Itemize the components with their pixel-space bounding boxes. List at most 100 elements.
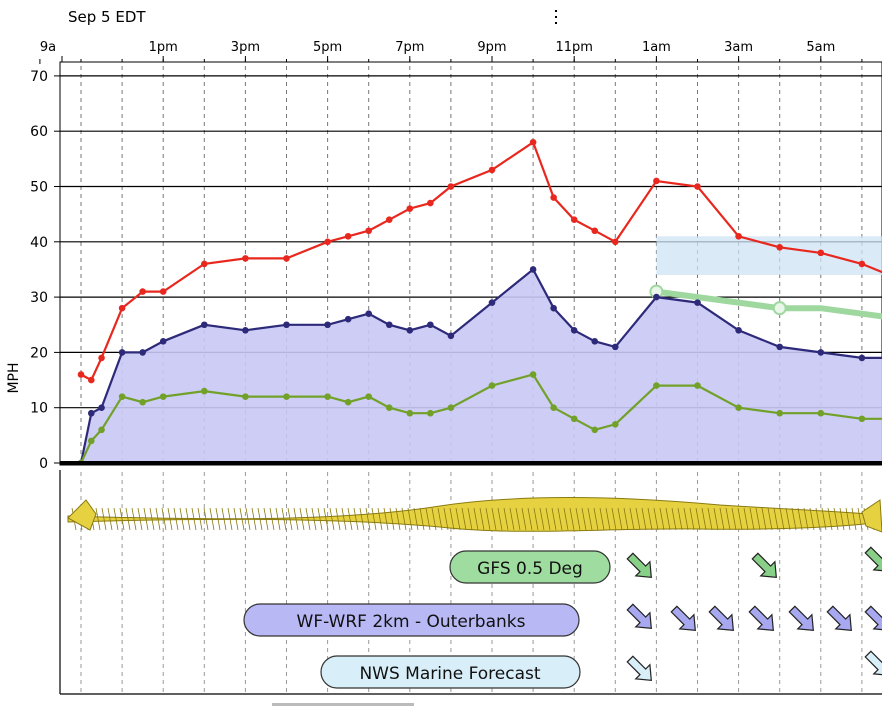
- direction-ribbon-tick: [647, 507, 653, 531]
- direction-ribbon-tick: [323, 507, 329, 531]
- direction-ribbon-tick: [137, 507, 143, 531]
- avg-point: [87, 409, 95, 417]
- direction-ribbon-end-icon: [861, 499, 882, 533]
- gust-point: [344, 232, 352, 240]
- wrf-direction-arrow-icon: [670, 605, 696, 631]
- x-tick-label: 5am: [806, 40, 835, 55]
- gust-point: [488, 166, 496, 174]
- wrf-direction-arrow-icon: [864, 605, 882, 631]
- gust-point: [385, 216, 393, 223]
- gust-point: [139, 288, 146, 295]
- direction-ribbon-tick: [251, 507, 257, 531]
- lull-point: [653, 382, 660, 389]
- direction-ribbon-tick: [485, 507, 491, 531]
- direction-ribbon-tick: [743, 507, 749, 531]
- direction-ribbon-tick: [599, 507, 605, 531]
- x-tick-label: 9a: [40, 40, 56, 55]
- lull-point: [427, 409, 434, 417]
- direction-ribbon-tick: [419, 507, 425, 531]
- direction-ribbon-tick: [377, 507, 383, 531]
- gust-point: [242, 255, 249, 262]
- avg-point: [529, 266, 537, 273]
- y-tick-label: 70: [30, 69, 48, 85]
- direction-ribbon-tick: [695, 507, 701, 531]
- gust-point: [87, 376, 95, 384]
- gust-point: [118, 304, 126, 312]
- gust-point: [612, 238, 619, 246]
- direction-ribbon-tick: [149, 507, 155, 531]
- direction-ribbon-tick: [503, 507, 509, 531]
- wrf-direction-arrow-icon: [826, 605, 852, 631]
- direction-ribbon-tick: [557, 507, 563, 531]
- direction-ribbon-tick: [707, 507, 713, 531]
- direction-ribbon-tick: [107, 507, 113, 531]
- y-tick-label: 10: [30, 401, 48, 417]
- direction-ribbon-tick: [773, 507, 779, 531]
- gfs-direction-arrow-icon: [626, 552, 652, 578]
- direction-ribbon-tick: [125, 507, 131, 531]
- model-label-nws[interactable]: NWS Marine Forecast: [320, 655, 581, 689]
- lull-point: [87, 437, 95, 445]
- direction-ribbon-tick: [521, 507, 527, 531]
- direction-ribbon-tick: [605, 507, 611, 531]
- lull-point: [858, 415, 866, 423]
- gfs-direction-arrow-icon: [864, 546, 882, 572]
- direction-ribbon-tick: [299, 507, 305, 531]
- y-tick-label: 30: [30, 290, 48, 306]
- avg-point: [283, 321, 290, 329]
- direction-ribbon-tick: [191, 507, 197, 531]
- avg-point: [139, 349, 146, 356]
- lull-point: [324, 393, 331, 400]
- direction-ribbon-tick: [845, 507, 851, 531]
- direction-ribbon-tick: [689, 507, 695, 531]
- model-label-wrf[interactable]: WF-WRF 2km - Outerbanks: [243, 603, 580, 637]
- model-label-gfs[interactable]: GFS 0.5 Deg: [449, 550, 611, 584]
- direction-ribbon-tick: [221, 507, 227, 531]
- gust-point: [653, 177, 660, 185]
- x-tick-label: 1am: [642, 40, 671, 55]
- direction-ribbon-tick: [821, 507, 827, 531]
- direction-ribbon-tick: [725, 507, 731, 531]
- gust-point: [858, 260, 866, 268]
- nws-forecast-band: [656, 236, 882, 275]
- lull-point: [283, 393, 290, 400]
- nws-direction-arrow-icon: [626, 655, 652, 681]
- lull-point: [612, 420, 619, 428]
- direction-ribbon-tick: [449, 507, 455, 531]
- lull-point: [776, 409, 783, 417]
- direction-ribbon-tick: [215, 507, 221, 531]
- x-tick-label: 3am: [724, 40, 753, 55]
- direction-ribbon-tick: [839, 507, 845, 531]
- direction-ribbon-tick: [755, 507, 761, 531]
- direction-ribbon-tick: [629, 507, 635, 531]
- direction-ribbon-tick: [353, 507, 359, 531]
- direction-ribbon-tick: [209, 507, 215, 531]
- avg-point: [447, 332, 455, 340]
- direction-ribbon-tick: [611, 507, 617, 531]
- direction-ribbon-tick: [305, 507, 311, 531]
- gust-point: [550, 194, 557, 201]
- time-scrollbar[interactable]: [272, 703, 414, 706]
- gust-point: [324, 238, 331, 246]
- direction-ribbon-tick: [653, 507, 659, 531]
- y-axis: 0 10 20 30 40 50 60 70: [30, 69, 60, 472]
- direction-ribbon-tick: [341, 507, 347, 531]
- gust-point: [159, 288, 167, 295]
- gfs-forecast-point: [772, 301, 787, 316]
- direction-ribbon-tick: [683, 507, 689, 531]
- direction-ribbon-tick: [431, 507, 437, 531]
- direction-ribbon-tick: [245, 507, 251, 531]
- direction-ribbon-tick: [371, 507, 377, 531]
- avg-point: [817, 349, 825, 356]
- direction-ribbon-tick: [317, 507, 323, 531]
- direction-ribbon-tick: [359, 507, 365, 531]
- direction-ribbon-tick: [95, 507, 101, 531]
- more-menu-icon[interactable]: [555, 10, 557, 24]
- direction-ribbon-tick: [797, 507, 803, 531]
- gust-point: [735, 232, 742, 240]
- direction-ribbon-tick: [407, 507, 413, 531]
- direction-ribbon-tick: [473, 507, 479, 531]
- direction-ribbon-tick: [239, 507, 245, 531]
- y-tick-label: 0: [39, 456, 48, 472]
- gust-point: [529, 138, 537, 146]
